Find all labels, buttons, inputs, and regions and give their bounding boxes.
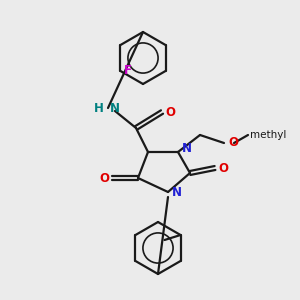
Text: N: N [110, 101, 120, 115]
Text: F: F [124, 64, 131, 76]
Text: methyl: methyl [250, 130, 286, 140]
Text: N: N [182, 142, 192, 155]
Text: O: O [228, 136, 238, 149]
Text: O: O [218, 161, 228, 175]
Text: O: O [165, 106, 175, 118]
Text: O: O [99, 172, 109, 184]
Text: N: N [172, 187, 182, 200]
Text: H: H [94, 101, 104, 115]
